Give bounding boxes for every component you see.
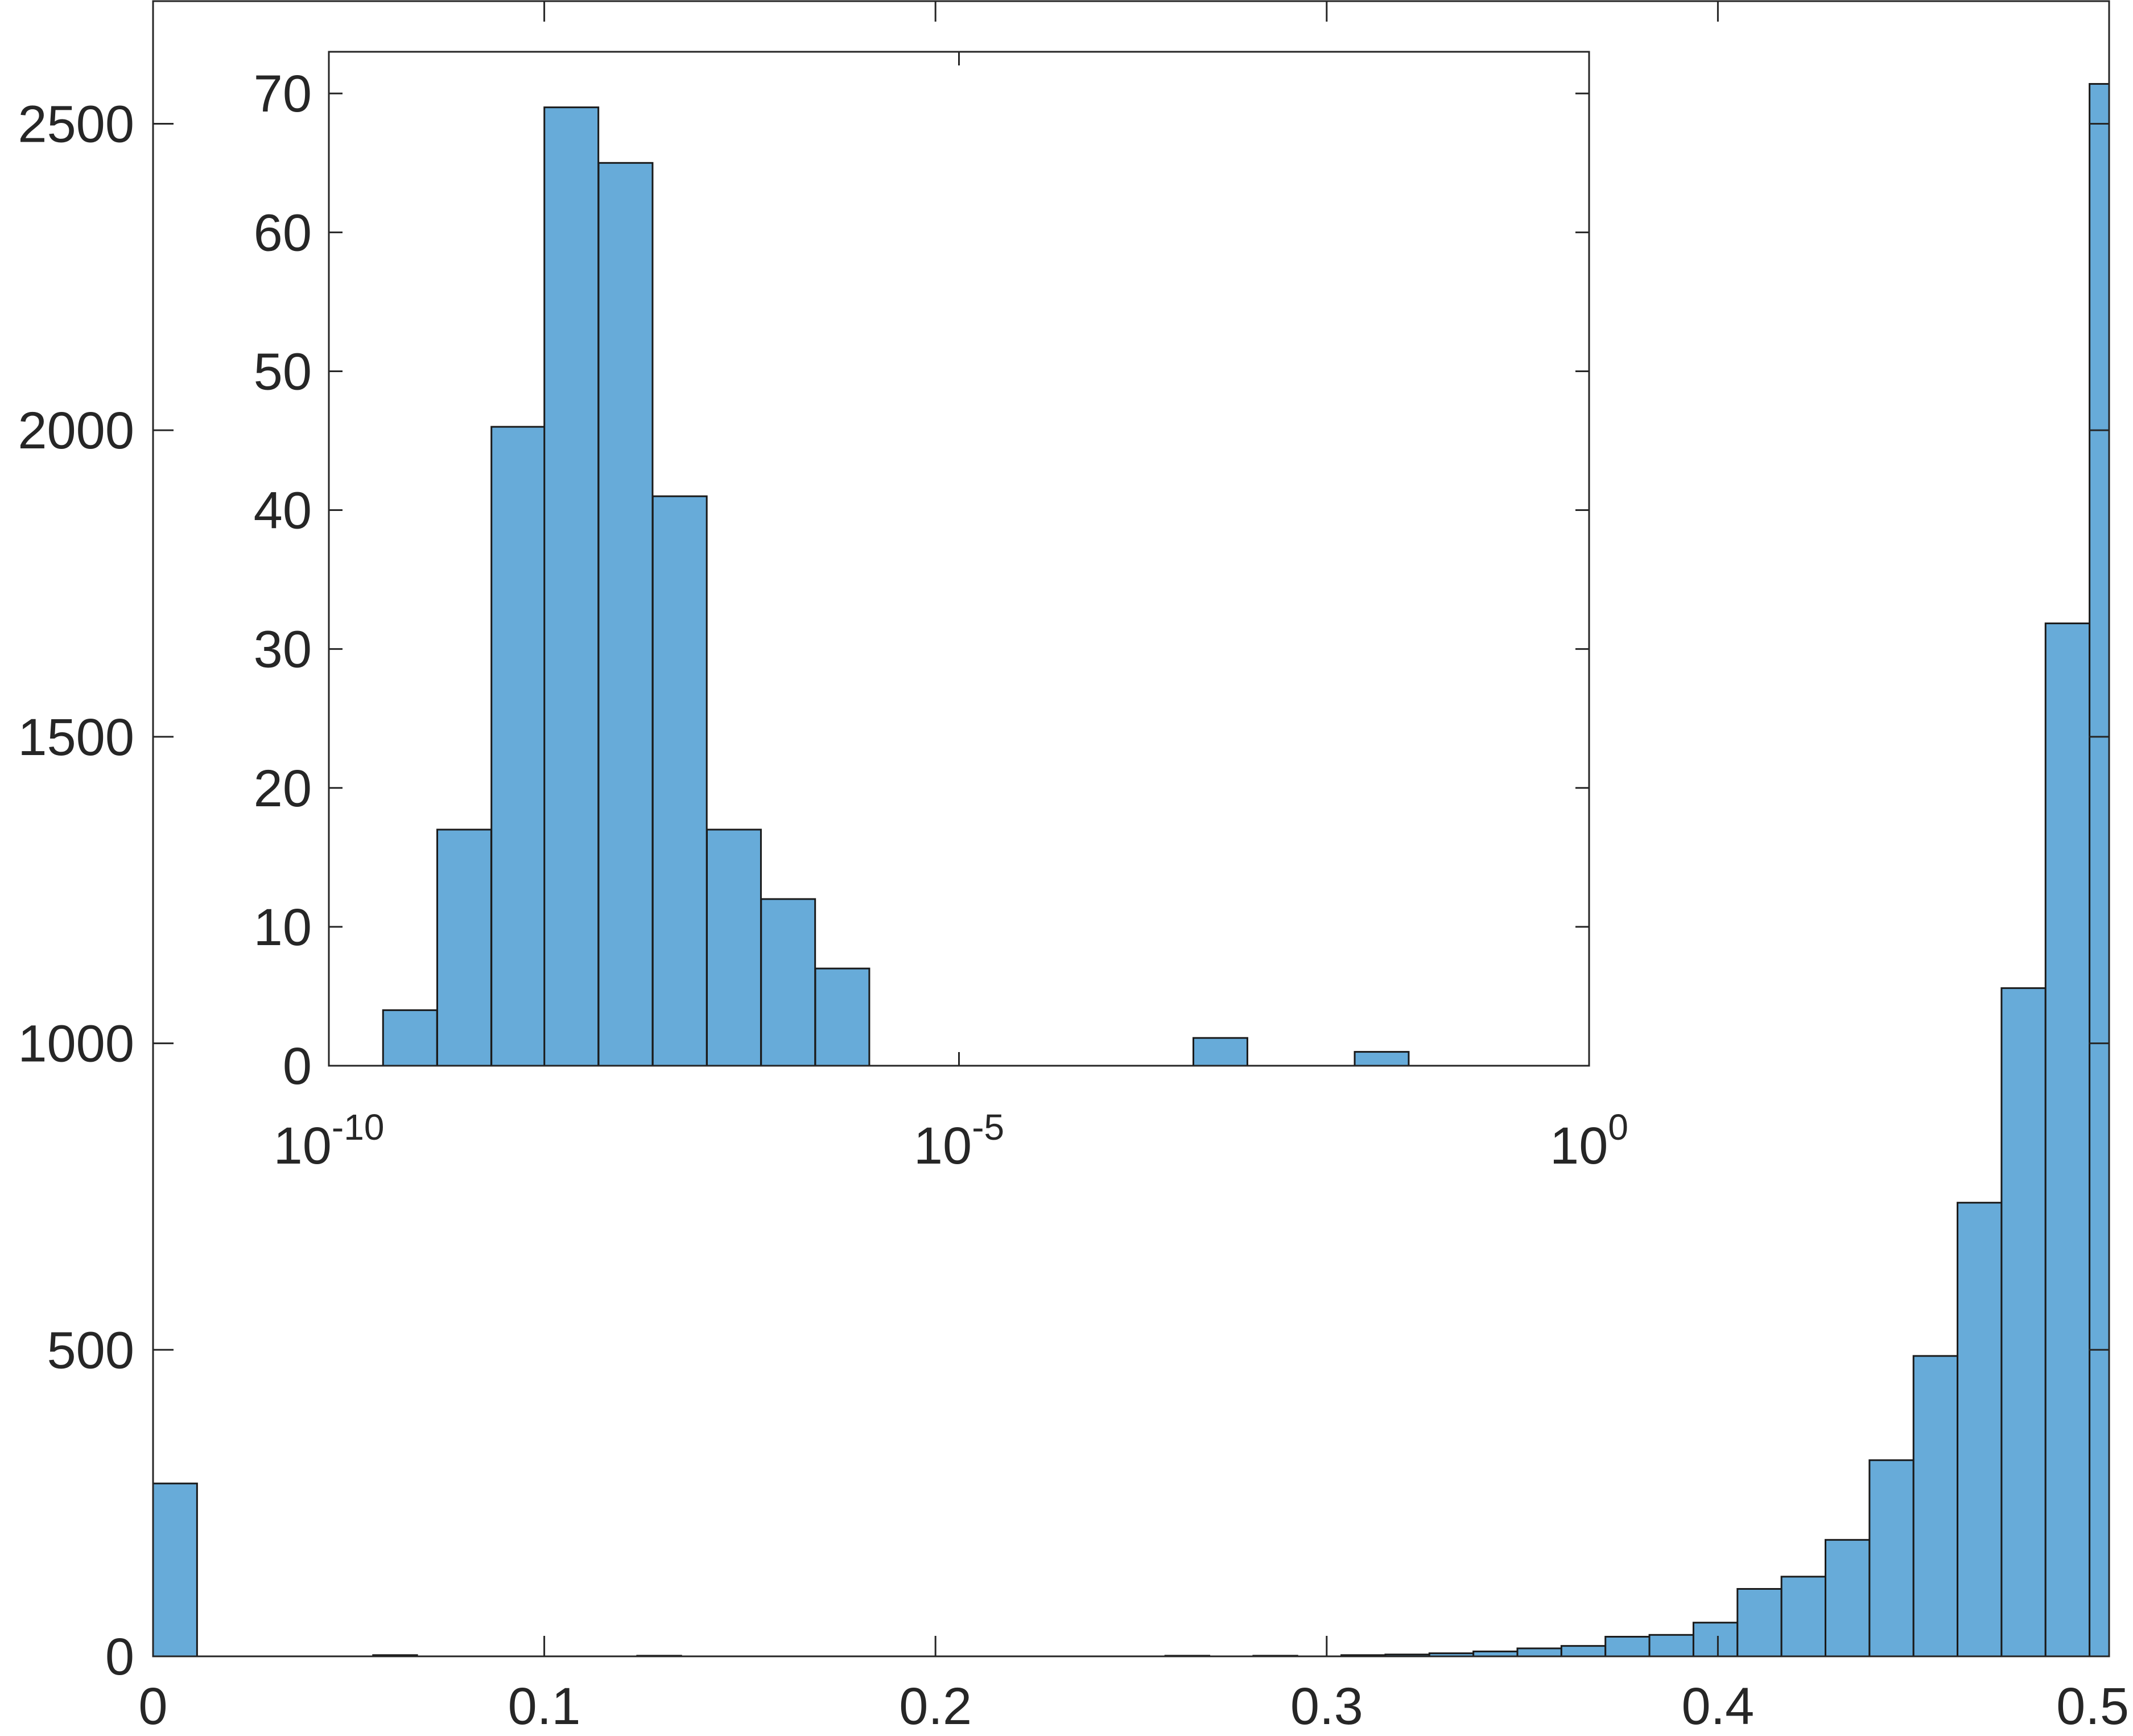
main-bar xyxy=(1868,1459,1915,1657)
main-bar xyxy=(1648,1634,1694,1657)
inset-x-tick-label: 100 xyxy=(1550,1107,1628,1175)
inset-y-tick-label: 30 xyxy=(254,621,312,679)
inset-bar xyxy=(1354,1051,1410,1067)
main-y-tick-label: 0 xyxy=(105,1628,134,1686)
main-y-tick-label: 1000 xyxy=(18,1015,134,1073)
main-x-tick-label: 0.3 xyxy=(1290,1677,1363,1735)
inset-bar xyxy=(1192,1037,1248,1067)
inset-bar xyxy=(760,898,816,1067)
main-bar xyxy=(1780,1576,1826,1657)
main-y-tick-label: 1500 xyxy=(18,708,134,766)
main-bar xyxy=(1692,1622,1739,1657)
inset-bar xyxy=(490,426,547,1067)
inset-y-tick-label: 40 xyxy=(254,482,312,540)
main-bar xyxy=(1604,1636,1651,1657)
main-bar xyxy=(2000,987,2047,1657)
main-x-tick-label: 0.5 xyxy=(2056,1677,2129,1735)
inset-y-tick-label: 50 xyxy=(254,343,312,401)
main-bar xyxy=(2044,622,2091,1657)
inset-y-tick-label: 10 xyxy=(254,898,312,956)
inset-bar xyxy=(436,828,492,1067)
main-bar xyxy=(2089,83,2110,1657)
inset-histogram: 10-10 10-5 100 0 10 20 30 40 50 60 70 xyxy=(254,51,1628,1175)
main-bar xyxy=(1957,1202,2003,1657)
inset-bar xyxy=(543,106,600,1067)
main-x-tick-label: 0 xyxy=(138,1677,167,1735)
main-bar xyxy=(152,1482,198,1657)
main-y-tick-label: 500 xyxy=(47,1321,135,1379)
main-x-tick-label: 0.4 xyxy=(1681,1677,1754,1735)
main-bar xyxy=(1824,1539,1871,1657)
inset-y-tick-label: 20 xyxy=(254,760,312,818)
inset-y-tick-label: 70 xyxy=(254,65,312,123)
main-bar xyxy=(1912,1355,1959,1657)
main-y-tick-label: 2500 xyxy=(18,95,134,153)
inset-x-tick-label: 10-10 xyxy=(274,1107,385,1175)
main-bar xyxy=(1516,1647,1562,1657)
inset-y-tick-label: 0 xyxy=(283,1037,312,1095)
main-bar xyxy=(1560,1645,1607,1657)
inset-bar xyxy=(651,495,708,1067)
inset-x-tick-label: 10-5 xyxy=(914,1107,1004,1175)
inset-bar xyxy=(706,828,762,1067)
main-y-tick-label: 2000 xyxy=(18,402,134,460)
inset-bar xyxy=(382,1009,438,1067)
main-x-tick-label: 0.1 xyxy=(508,1677,581,1735)
inset-bar xyxy=(597,162,654,1067)
main-axes-box xyxy=(152,0,2110,1657)
main-x-tick-label: 0.2 xyxy=(899,1677,972,1735)
main-bar xyxy=(1736,1587,1783,1657)
inset-bar xyxy=(814,967,870,1067)
inset-y-tick-label: 60 xyxy=(254,204,312,262)
